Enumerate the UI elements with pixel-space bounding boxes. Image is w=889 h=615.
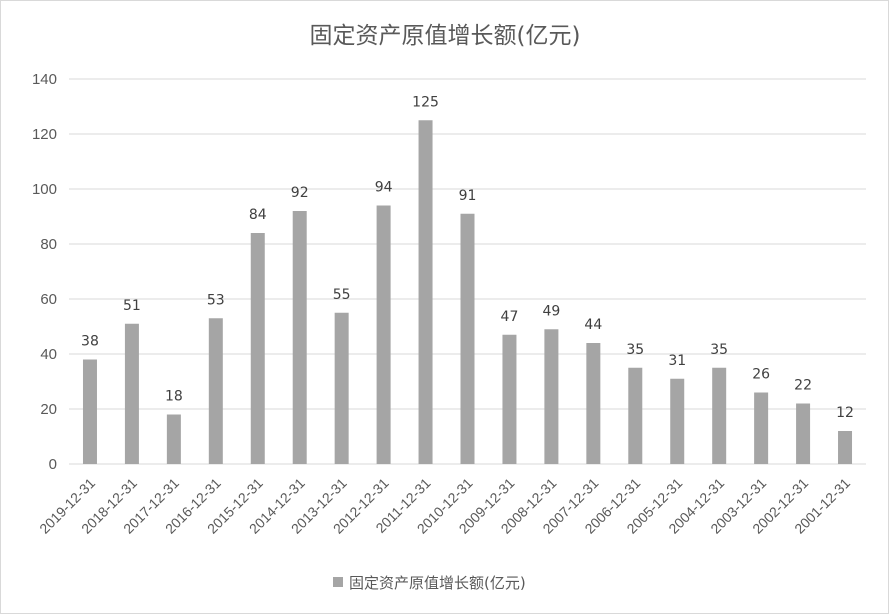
bar — [250, 233, 265, 464]
bar — [754, 392, 769, 464]
data-label: 35 — [710, 342, 728, 358]
bar — [334, 312, 349, 464]
data-label: 12 — [836, 405, 854, 421]
data-label: 18 — [165, 389, 183, 405]
data-label: 31 — [668, 353, 686, 369]
data-labels: 38 51 18 53 84 92 55 94 125 91 47 49 44 35 31 35 26 22 12 — [81, 94, 854, 421]
legend-label: 固定资产原值增长额(亿元) — [349, 574, 526, 592]
y-tick-label: 140 — [32, 71, 57, 88]
y-tick-label: 100 — [32, 181, 57, 198]
y-tick-label: 80 — [40, 236, 57, 253]
y-tick-label: 40 — [40, 346, 57, 363]
x-axis-ticks: 2019-12-312018-12-312017-12-312016-12-31… — [36, 475, 853, 537]
y-axis-ticks: 0 20 40 60 80 100 120 140 — [32, 71, 57, 473]
data-label: 38 — [81, 334, 99, 350]
data-label: 47 — [501, 309, 519, 325]
data-label: 84 — [249, 207, 267, 223]
data-label: 53 — [207, 292, 225, 308]
bar — [586, 343, 601, 464]
bar — [544, 329, 559, 464]
bar — [376, 205, 391, 464]
bar — [670, 378, 685, 464]
legend: 固定资产原值增长额(亿元) — [333, 574, 526, 592]
data-label: 125 — [412, 94, 439, 110]
data-label: 51 — [123, 298, 141, 314]
legend-swatch — [333, 577, 343, 587]
data-label: 26 — [752, 367, 770, 383]
y-tick-label: 0 — [49, 456, 57, 473]
data-label: 92 — [291, 185, 309, 201]
bar — [208, 318, 223, 464]
bar — [460, 213, 475, 464]
bars — [82, 120, 853, 464]
bar — [712, 367, 727, 464]
bar — [124, 323, 139, 464]
bar — [292, 211, 307, 464]
bar — [838, 431, 853, 464]
data-label: 91 — [459, 188, 477, 204]
bar — [418, 120, 433, 464]
bar — [796, 403, 811, 464]
data-label: 44 — [584, 317, 602, 333]
bar — [82, 359, 97, 464]
y-tick-label: 120 — [32, 126, 57, 143]
data-label: 22 — [794, 378, 812, 394]
data-label: 49 — [542, 303, 560, 319]
data-label: 55 — [333, 287, 351, 303]
bar — [166, 414, 181, 464]
chart-title: 固定资产原值增长额(亿元) — [310, 23, 581, 49]
y-tick-label: 60 — [40, 291, 57, 308]
bar — [628, 367, 643, 464]
bar — [502, 334, 517, 464]
y-tick-label: 20 — [40, 401, 57, 418]
data-label: 35 — [626, 342, 644, 358]
data-label: 94 — [375, 180, 393, 196]
